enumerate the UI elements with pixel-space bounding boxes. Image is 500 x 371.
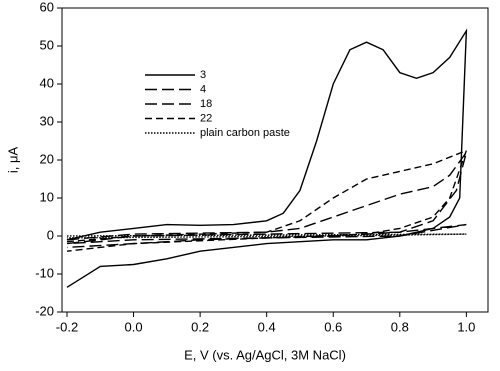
- plot-frame: [61, 7, 489, 313]
- y-tick-label: 60: [40, 0, 54, 14]
- legend: 3 4 18 22 plain carbon paste: [145, 69, 290, 139]
- x-tick-label: 0.4: [258, 319, 276, 334]
- x-tick-label: 0.2: [191, 319, 209, 334]
- y-tick-label: 0: [47, 227, 54, 242]
- x-tick-label: 0.6: [324, 319, 342, 334]
- y-axis-label: i, μA: [5, 147, 20, 174]
- legend-label: 3: [200, 69, 206, 81]
- series-line: [66, 28, 468, 288]
- legend-label: 18: [200, 98, 212, 110]
- y-tick-label: -10: [35, 265, 54, 280]
- series-line: [66, 151, 468, 249]
- series-line: [66, 233, 467, 239]
- y-tick-label: 20: [40, 151, 54, 166]
- legend-label: 4: [200, 83, 206, 95]
- legend-label: 22: [200, 112, 212, 124]
- y-tick-label: -20: [35, 303, 54, 318]
- y-tick-label: 40: [40, 75, 54, 90]
- y-tick-label: 50: [40, 37, 54, 52]
- legend-label: plain carbon paste: [200, 127, 290, 139]
- y-tick-label: 10: [40, 189, 54, 204]
- series-line: [66, 149, 468, 252]
- x-tick-label: -0.2: [56, 319, 78, 334]
- x-axis-label: E, V (vs. Ag/AgCl, 3M NaCl): [184, 347, 346, 362]
- x-tick-label: 0.0: [125, 319, 143, 334]
- x-tick-label: 1.0: [457, 319, 475, 334]
- y-tick-label: 30: [40, 113, 54, 128]
- x-tick-label: 0.8: [391, 319, 409, 334]
